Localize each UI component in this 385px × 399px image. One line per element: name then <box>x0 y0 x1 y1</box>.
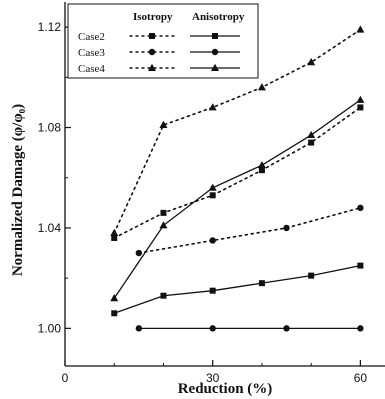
legend-marker-anisotropy <box>212 33 218 39</box>
legend-marker-isotropy <box>149 33 155 39</box>
x-tick-label: 0 <box>62 371 69 385</box>
data-point-isotropy-case4 <box>208 103 217 111</box>
series-line-isotropy-case4 <box>113 28 362 234</box>
data-point-anisotropy-case3 <box>135 325 143 332</box>
data-point-isotropy-case4 <box>110 228 119 236</box>
series-isotropy-case4 <box>110 25 365 236</box>
legend-header-isotropy: Isotropy <box>133 11 173 23</box>
data-point-anisotropy-case4 <box>356 95 365 103</box>
legend-header-anisotropy: Anisotropy <box>192 11 245 23</box>
data-point-isotropy-case3 <box>209 237 216 244</box>
series-anisotropy-case2 <box>111 262 364 317</box>
data-point-isotropy-case4 <box>257 83 266 91</box>
data-point-anisotropy-case2 <box>258 280 265 287</box>
x-tick-label: 30 <box>206 371 220 385</box>
legend-label-case3: Case3 <box>78 47 105 59</box>
data-point-isotropy-case2 <box>209 192 216 199</box>
legend-marker-anisotropy <box>211 48 219 56</box>
series-line-anisotropy-case4 <box>113 99 362 299</box>
y-tick-label: 1.08 <box>38 121 62 135</box>
x-axis-title: Reduction (%) <box>178 381 273 397</box>
series-line-anisotropy-case2 <box>113 264 362 314</box>
y-axis-title: Normalized Damage (φ/φ₀) <box>10 104 26 276</box>
data-point-anisotropy-case3 <box>209 325 216 332</box>
y-tick-label: 1.00 <box>38 321 62 335</box>
y-tick-label: 1.12 <box>38 20 62 34</box>
legend-label-case2: Case2 <box>78 31 105 43</box>
data-point-isotropy-case3 <box>357 204 364 212</box>
data-point-isotropy-case4 <box>159 120 168 129</box>
series-line-isotropy-case2 <box>113 106 362 239</box>
y-tick-label: 1.04 <box>38 221 62 235</box>
data-point-anisotropy-case2 <box>209 287 216 294</box>
legend-marker-anisotropy <box>211 63 219 71</box>
data-point-anisotropy-case2 <box>357 262 364 269</box>
data-point-anisotropy-case4 <box>257 160 266 169</box>
data-point-anisotropy-case4 <box>110 294 119 302</box>
data-point-isotropy-case4 <box>356 25 365 33</box>
data-point-anisotropy-case2 <box>308 272 315 279</box>
series-isotropy-case2 <box>111 104 364 241</box>
x-tick-label: 60 <box>354 371 368 385</box>
data-point-anisotropy-case4 <box>208 183 217 191</box>
data-point-isotropy-case3 <box>283 224 290 232</box>
data-point-isotropy-case2 <box>258 167 265 174</box>
series-line-isotropy-case3 <box>138 207 362 254</box>
data-point-anisotropy-case3 <box>357 325 364 332</box>
series-isotropy-case3 <box>135 204 364 257</box>
data-point-anisotropy-case2 <box>160 292 167 299</box>
data-point-anisotropy-case2 <box>111 310 118 317</box>
data-point-isotropy-case3 <box>135 249 143 257</box>
series-layer <box>110 25 365 332</box>
data-point-isotropy-case4 <box>307 58 316 66</box>
legend-box <box>67 3 259 79</box>
data-point-anisotropy-case3 <box>283 325 290 332</box>
data-point-isotropy-case2 <box>357 104 364 111</box>
legend: Isotropy Anisotropy Case2 Case3 Case4 <box>67 3 259 79</box>
data-point-isotropy-case2 <box>111 234 118 241</box>
series-anisotropy-case4 <box>110 95 365 302</box>
data-point-anisotropy-case4 <box>307 130 316 139</box>
data-point-isotropy-case2 <box>308 139 315 146</box>
legend-marker-isotropy <box>148 48 156 56</box>
legend-marker-isotropy <box>148 63 156 71</box>
data-point-isotropy-case2 <box>160 209 167 216</box>
axes: 0 30 60 1.00 1.04 1.08 1.12 <box>38 2 385 385</box>
legend-label-case4: Case4 <box>78 63 105 75</box>
series-anisotropy-case3 <box>135 325 364 332</box>
data-point-anisotropy-case4 <box>159 221 168 229</box>
